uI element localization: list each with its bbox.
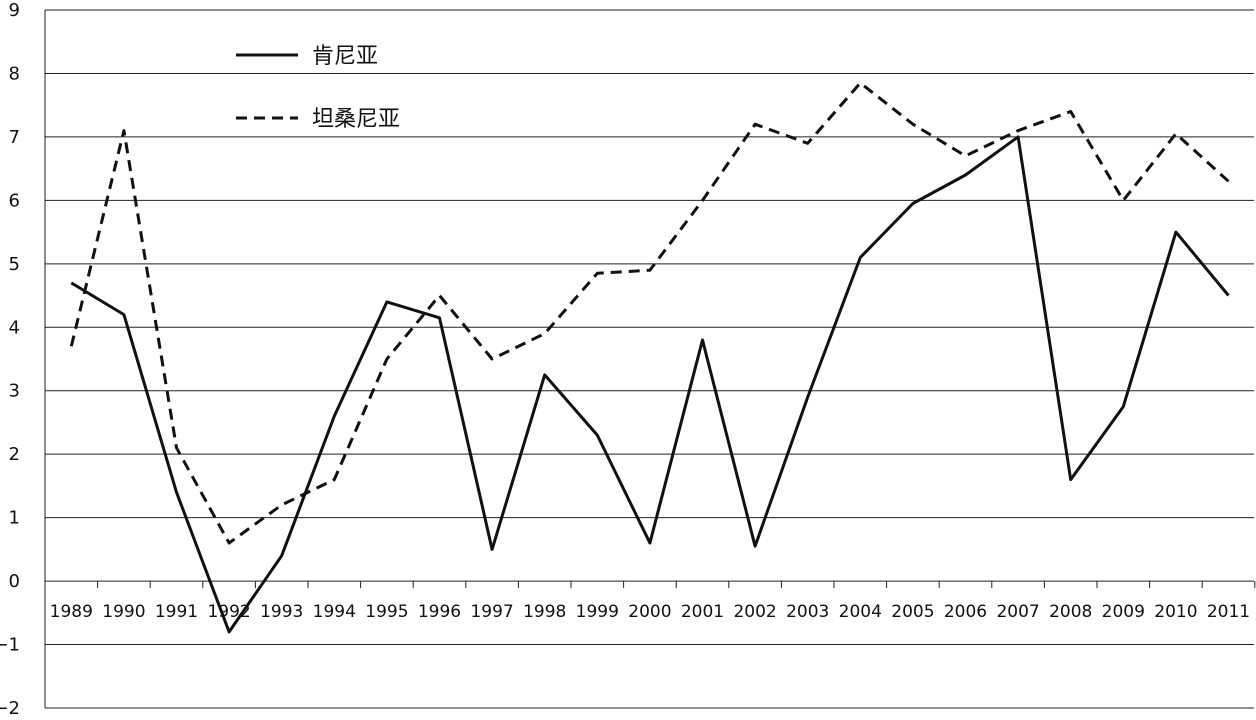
y-tick-label: 4: [9, 317, 20, 338]
x-tick-label: 2005: [891, 602, 934, 622]
series-lines: [69, 81, 1230, 634]
y-tick-label: 9: [9, 0, 20, 21]
x-tick-label: 1996: [418, 602, 461, 622]
series-line-tanzania: [69, 81, 1230, 545]
x-tick-label: 2007: [996, 602, 1039, 622]
y-tick-label: 0: [9, 571, 20, 592]
x-tick-label: 2011: [1207, 602, 1250, 622]
x-tick-label: 1998: [523, 602, 566, 622]
x-tick-label: 2000: [628, 602, 671, 622]
x-tick-label: 2006: [944, 602, 987, 622]
gridlines: [45, 9, 1254, 709]
x-tick-label: 2004: [839, 602, 882, 622]
x-tick-label: 1994: [313, 602, 356, 622]
x-tick-label: 1993: [260, 602, 303, 622]
x-tick-label: 1992: [207, 602, 250, 622]
x-tick-label: 1997: [470, 602, 513, 622]
x-axis: 1989 1990 1991 1992 1993 1994 1995 1996 1997 1998…: [44, 581, 1256, 622]
x-tick-label: 2008: [1049, 602, 1092, 622]
x-tick-label: 1995: [365, 602, 408, 622]
x-tick-label: 2009: [1102, 602, 1145, 622]
x-tick-label: 2010: [1154, 602, 1197, 622]
y-tick-label: 3: [9, 381, 20, 402]
legend-label-tanzania: 坦桑尼亚: [312, 107, 400, 132]
x-tick-label: 2003: [786, 602, 829, 622]
x-tick-label: 1990: [102, 602, 145, 622]
y-tick-label: −1: [0, 635, 20, 656]
y-tick-label: 1: [9, 508, 20, 529]
series-line-kenya: [70, 135, 1230, 634]
legend-label-kenya: 肯尼亚: [312, 44, 378, 69]
y-tick-label: 6: [9, 190, 20, 211]
x-tick-label: 1999: [576, 602, 619, 622]
y-tick-label: 5: [9, 254, 20, 275]
x-tick-label: 1989: [50, 602, 93, 622]
legend: 肯尼亚 坦桑尼亚: [236, 44, 400, 132]
x-tick-label: 2002: [733, 602, 776, 622]
y-tick-label: 8: [9, 63, 20, 84]
y-tick-label: 2: [9, 444, 20, 465]
x-tick-label: 1991: [155, 602, 198, 622]
x-tick-label: 2001: [681, 602, 724, 622]
y-axis: 9 8 7 6 5 4 3 2 1 0 −1 −2: [0, 0, 46, 719]
y-tick-label: −2: [0, 698, 20, 719]
y-tick-label: 7: [9, 127, 20, 148]
